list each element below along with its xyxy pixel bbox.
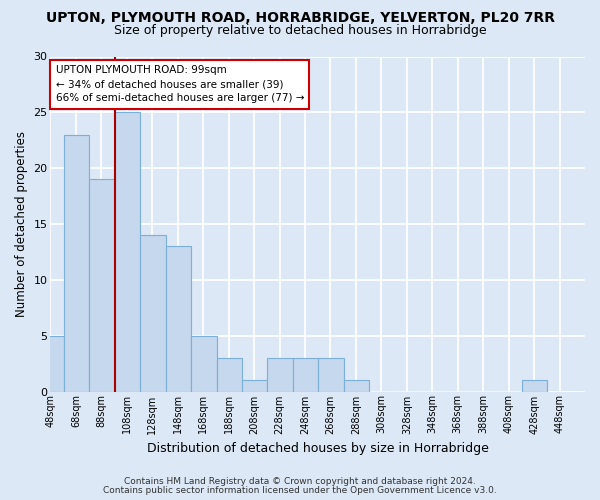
Bar xyxy=(522,380,547,392)
X-axis label: Distribution of detached houses by size in Horrabridge: Distribution of detached houses by size … xyxy=(147,442,488,455)
Bar xyxy=(242,380,268,392)
Text: Contains HM Land Registry data © Crown copyright and database right 2024.: Contains HM Land Registry data © Crown c… xyxy=(124,477,476,486)
Bar xyxy=(319,358,344,392)
Bar xyxy=(115,112,140,392)
Bar xyxy=(217,358,242,392)
Bar xyxy=(268,358,293,392)
Bar xyxy=(140,235,166,392)
Bar xyxy=(89,180,115,392)
Text: UPTON PLYMOUTH ROAD: 99sqm
← 34% of detached houses are smaller (39)
66% of semi: UPTON PLYMOUTH ROAD: 99sqm ← 34% of deta… xyxy=(56,66,304,104)
Text: Contains public sector information licensed under the Open Government Licence v3: Contains public sector information licen… xyxy=(103,486,497,495)
Bar xyxy=(38,336,64,392)
Text: UPTON, PLYMOUTH ROAD, HORRABRIDGE, YELVERTON, PL20 7RR: UPTON, PLYMOUTH ROAD, HORRABRIDGE, YELVE… xyxy=(46,11,554,25)
Bar xyxy=(64,134,89,392)
Bar xyxy=(293,358,319,392)
Bar xyxy=(344,380,369,392)
Bar xyxy=(191,336,217,392)
Text: Size of property relative to detached houses in Horrabridge: Size of property relative to detached ho… xyxy=(113,24,487,37)
Y-axis label: Number of detached properties: Number of detached properties xyxy=(15,131,28,317)
Bar xyxy=(166,246,191,392)
